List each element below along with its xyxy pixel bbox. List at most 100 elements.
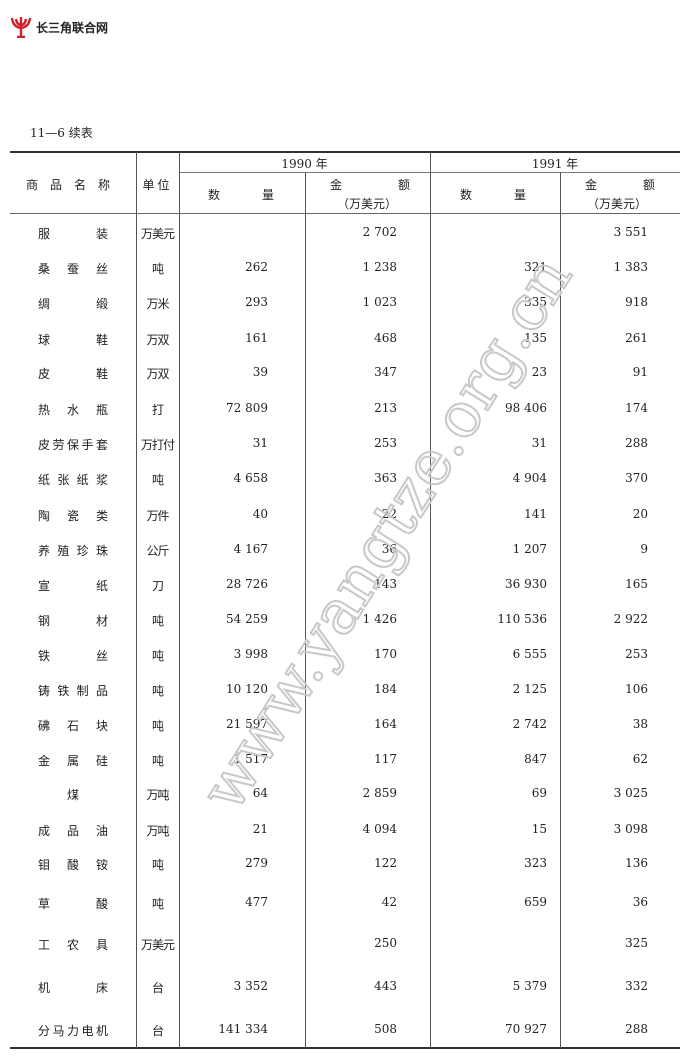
unit: 万件 [146,509,169,523]
quantity-cell: 39 [252,365,268,379]
quantity-cell: 3 998 [233,647,268,661]
value-cell: 143 [374,577,397,591]
commodity-name: 机床 [38,981,108,995]
value-cell: 325 [625,936,648,950]
value-cell: 174 [625,401,648,415]
commodity-name: 钼酸铵 [38,858,108,872]
value-cell: 2 859 [362,786,397,800]
commodity-name: 铁丝 [38,649,108,663]
quantity-cell: 2 742 [512,717,547,731]
quantity-cell: 21 [252,822,268,836]
unit: 台 [151,981,164,995]
quantity-cell: 28 726 [226,577,268,591]
value-cell: 136 [625,856,648,870]
commodity-name: 煤 [66,788,79,802]
commodity-name: 皮鞋 [38,367,108,381]
unit: 刀 [151,579,164,593]
column-divider [430,152,431,1048]
header-val-a: 金 [585,178,598,192]
quantity-cell: 2 125 [512,682,547,696]
quantity-cell: 659 [524,895,547,909]
quantity-cell: 31 [252,436,268,450]
unit: 万吨 [146,824,169,838]
commodity-name: 桑蚕丝 [38,262,108,276]
value-cell: 106 [625,682,648,696]
unit: 台 [151,1024,164,1038]
commodity-name: 热水瓶 [38,403,108,417]
commodity-name: 砩石块 [38,719,108,733]
table-top-rule [10,151,680,153]
commodity-name: 服装 [38,227,108,241]
quantity-cell: 3 352 [233,979,268,993]
quantity-cell: 293 [245,295,268,309]
quantity-cell: 40 [252,507,268,521]
commodity-name: 宣纸 [38,579,108,593]
column-divider [305,172,306,1048]
commodity-name: 草酸 [38,897,108,911]
unit: 万双 [146,367,169,381]
unit: 吨 [151,858,164,872]
value-cell: 38 [632,717,648,731]
quantity-cell: 1 207 [512,542,547,556]
quantity-cell: 110 536 [497,612,547,626]
quantity-cell: 10 120 [226,682,268,696]
unit: 吨 [151,614,164,628]
quantity-cell: 64 [252,786,268,800]
header-val-a: 金 [330,178,343,192]
quantity-cell: 847 [524,752,547,766]
quantity-cell: 70 927 [505,1022,547,1036]
header-year-1991: 1991 年 [531,157,579,171]
unit: 万美元 [140,227,175,241]
unit: 吨 [151,754,164,768]
value-cell: 347 [374,365,397,379]
logo-psi-icon [10,17,32,38]
quantity-cell: 23 [531,365,547,379]
commodity-name: 铸铁制品 [38,684,108,698]
value-cell: 36 [381,542,397,556]
header-unit: 单位 [142,178,173,192]
header-val-unit: （万美元） [336,197,397,211]
header-bottom-rule [10,213,680,214]
value-cell: 9 [640,542,648,556]
value-cell: 213 [374,401,397,415]
column-divider [179,152,180,1048]
quantity-cell: 69 [531,786,547,800]
value-cell: 508 [374,1022,397,1036]
value-cell: 2 702 [362,225,397,239]
unit: 万双 [146,333,169,347]
quantity-cell: 161 [245,331,268,345]
value-cell: 443 [374,979,397,993]
value-cell: 91 [632,365,648,379]
value-cell: 332 [625,979,648,993]
header-qty-1990: 数量 [208,186,274,203]
value-cell: 253 [625,647,648,661]
column-divider [560,172,561,1048]
header-qty-a: 数 [208,188,221,202]
quantity-cell: 54 259 [226,612,268,626]
commodity-name: 养殖珍珠 [38,544,108,558]
value-cell: 42 [381,895,397,909]
quantity-cell: 262 [245,260,268,274]
quantity-cell: 135 [524,331,547,345]
value-cell: 3 551 [613,225,648,239]
value-cell: 1 023 [362,295,397,309]
unit: 打 [151,403,164,417]
value-cell: 370 [625,471,648,485]
commodity-name: 成品油 [38,824,108,838]
unit: 万打付 [140,438,175,452]
value-cell: 288 [625,1022,648,1036]
table-caption: 11—6 续表 [30,126,93,140]
commodity-name: 球鞋 [38,333,108,347]
quantity-cell: 5 379 [512,979,547,993]
value-cell: 1 383 [613,260,648,274]
value-cell: 1 426 [362,612,397,626]
header-divider [179,172,680,173]
value-cell: 4 094 [362,822,397,836]
logo-text: 长三角联合网 [36,20,109,35]
commodity-name: 工农具 [38,938,108,952]
value-cell: 363 [374,471,397,485]
header-value-1991: 金 额 （万美元） [585,176,655,212]
quantity-cell: 141 [524,507,547,521]
value-cell: 165 [625,577,648,591]
value-cell: 253 [374,436,397,450]
